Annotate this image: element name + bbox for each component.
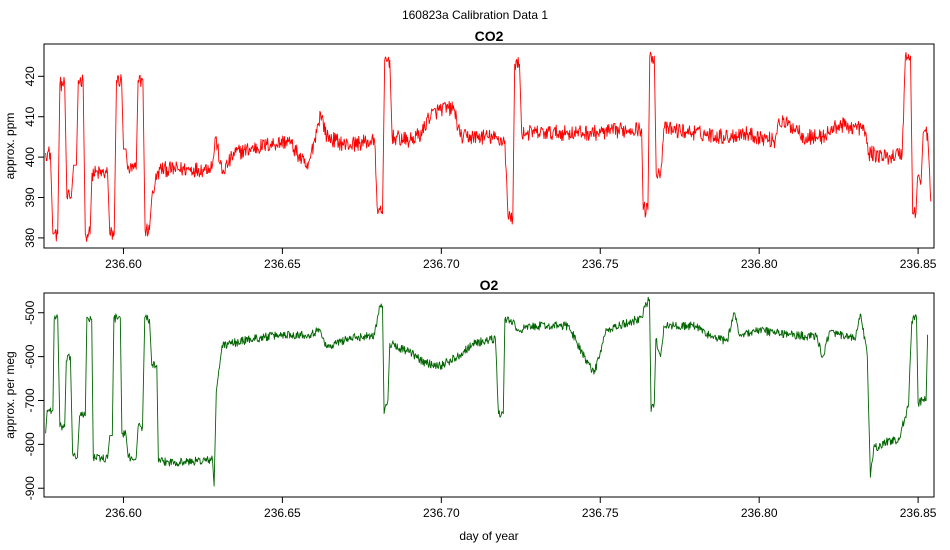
co2-y-tick-label: 380 <box>23 228 37 248</box>
co2-y-tick-label: 390 <box>23 187 37 207</box>
o2-x-axis-label: day of year <box>459 529 518 543</box>
co2-y-tick-label: 410 <box>23 106 37 126</box>
o2-y-tick-label: -700 <box>23 388 37 412</box>
co2-x-tick-label: 236.70 <box>423 257 460 271</box>
co2-x-tick-label: 236.75 <box>582 257 619 271</box>
o2-plot-frame <box>43 292 935 498</box>
co2-plot-frame <box>43 43 935 249</box>
o2-x-tick-label: 236.65 <box>264 506 301 520</box>
o2-y-tick-label: -600 <box>23 344 37 368</box>
o2-x-tick-label: 236.85 <box>900 506 937 520</box>
co2-series-line <box>45 51 932 242</box>
o2-y-tick-label: -500 <box>23 300 37 324</box>
co2-x-tick-label: 236.80 <box>741 257 778 271</box>
co2-panel-title: CO2 <box>475 28 504 44</box>
o2-panel-title: O2 <box>480 277 499 293</box>
co2-y-axis-label: approx. ppm <box>3 113 17 180</box>
o2-y-tick-label: -900 <box>23 476 37 500</box>
o2-x-tick-label: 236.80 <box>741 506 778 520</box>
co2-x-tick-label: 236.60 <box>105 257 142 271</box>
o2-y-axis-label: approx. per meg <box>3 351 17 438</box>
co2-x-tick-label: 236.65 <box>264 257 301 271</box>
o2-series-line <box>45 296 929 487</box>
page-title: 160823a Calibration Data 1 <box>401 8 549 22</box>
co2-x-tick-label: 236.85 <box>900 257 937 271</box>
o2-x-tick-label: 236.75 <box>582 506 619 520</box>
co2-y-tick-label: 400 <box>23 147 37 167</box>
o2-x-tick-label: 236.60 <box>105 506 142 520</box>
o2-y-tick-label: -800 <box>23 432 37 456</box>
o2-x-tick-label: 236.70 <box>423 506 460 520</box>
co2-y-tick-label: 420 <box>23 66 37 86</box>
